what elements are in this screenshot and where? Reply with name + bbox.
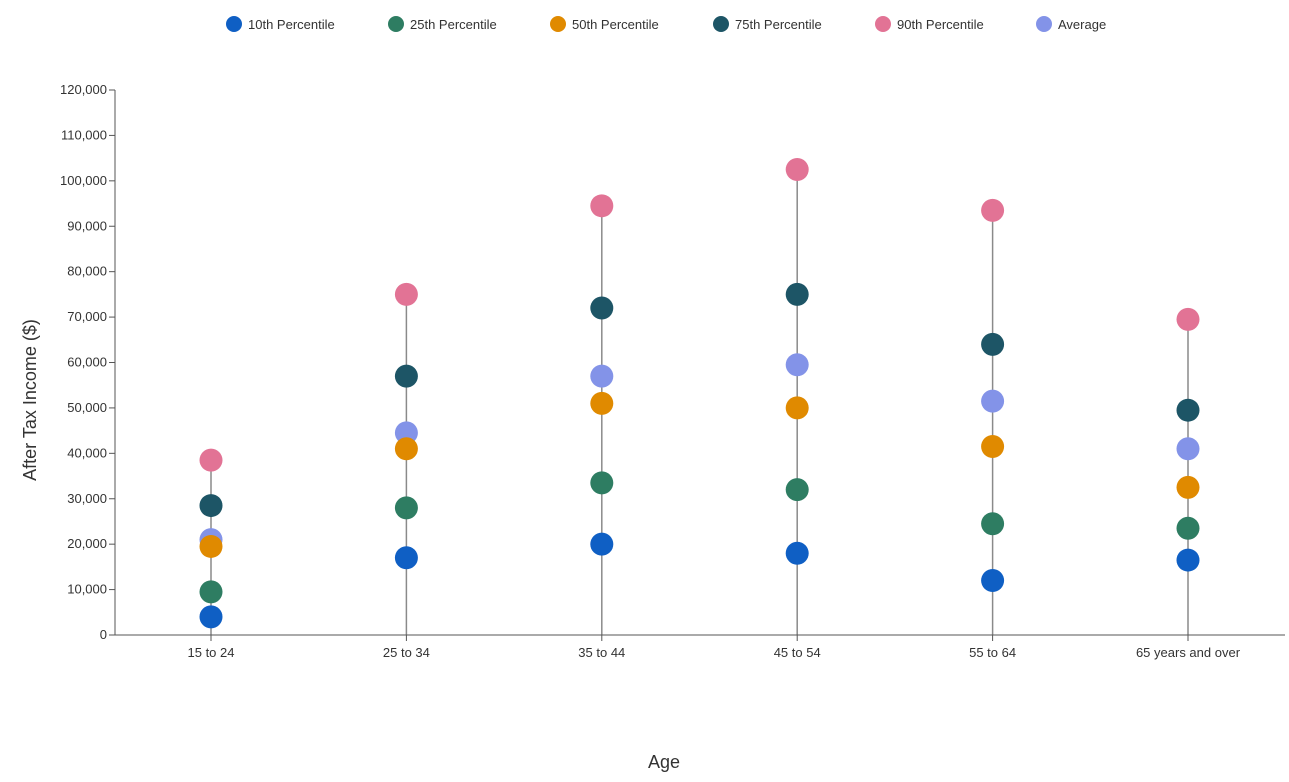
data-point <box>1176 437 1200 461</box>
x-axis: 15 to 24 25 to 34 35 to 44 45 to 54 55 to 64… <box>115 634 1285 660</box>
data-point <box>394 364 418 388</box>
y-tick-label: 90,000 <box>67 218 107 233</box>
legend-marker <box>875 16 891 32</box>
y-tick-label: 70,000 <box>67 309 107 324</box>
data-point <box>199 448 223 472</box>
x-tick-label: 55 to 64 <box>969 645 1016 660</box>
data-point <box>981 198 1005 222</box>
data-point <box>394 282 418 306</box>
range-stems <box>210 169 1189 635</box>
legend-label: Average <box>1058 17 1106 32</box>
y-tick-label: 50,000 <box>67 400 107 415</box>
data-point <box>590 364 614 388</box>
legend-label: 75th Percentile <box>735 17 822 32</box>
data-point <box>785 541 809 565</box>
y-tick-label: 40,000 <box>67 445 107 460</box>
x-tick-label: 65 years and over <box>1136 645 1241 660</box>
data-point <box>981 389 1005 413</box>
data-point <box>394 421 418 445</box>
y-tick-label: 20,000 <box>67 536 107 551</box>
data-point <box>1176 307 1200 331</box>
y-tick-label: 0 <box>100 627 107 642</box>
y-tick-label: 30,000 <box>67 491 107 506</box>
y-axis: 0 10,000 20,000 30,000 40,000 50,000 60,000 70,… <box>60 82 116 642</box>
x-tick-label: 35 to 44 <box>578 645 625 660</box>
data-point <box>981 332 1005 356</box>
x-tick-label: 25 to 34 <box>383 645 430 660</box>
data-point <box>590 296 614 320</box>
data-point <box>785 353 809 377</box>
data-point <box>199 534 223 558</box>
data-point <box>394 496 418 520</box>
data-point <box>394 546 418 570</box>
x-tick-label: 15 to 24 <box>188 645 235 660</box>
data-point <box>1176 548 1200 572</box>
data-point <box>981 569 1005 592</box>
y-tick-label: 80,000 <box>67 264 107 279</box>
data-point <box>199 494 223 518</box>
data-point <box>199 605 223 629</box>
y-tick-label: 110,000 <box>61 127 107 142</box>
chart-legend: 10th Percentile 25th Percentile 50th Perce… <box>226 16 1106 32</box>
legend-marker <box>713 16 729 32</box>
data-point <box>981 435 1005 459</box>
legend-label: 90th Percentile <box>897 17 984 32</box>
data-point <box>199 580 223 604</box>
x-tick-label: 45 to 54 <box>774 645 821 660</box>
legend-marker <box>1036 16 1052 32</box>
y-axis-title: After Tax Income ($) <box>20 319 40 481</box>
legend-marker <box>550 16 566 32</box>
data-points <box>199 157 1200 629</box>
data-point <box>785 157 809 181</box>
data-point <box>590 532 614 556</box>
data-point <box>1176 475 1200 499</box>
legend-marker <box>226 16 242 32</box>
y-tick-label: 60,000 <box>67 355 107 370</box>
x-axis-title: Age <box>648 752 680 772</box>
y-tick-label: 10,000 <box>67 582 107 597</box>
legend-label: 50th Percentile <box>572 17 659 32</box>
y-tick-label: 120,000 <box>60 82 107 97</box>
legend-label: 10th Percentile <box>248 17 335 32</box>
data-point <box>785 478 809 502</box>
data-point <box>1176 516 1200 540</box>
data-point <box>981 512 1005 536</box>
data-point <box>1176 398 1200 422</box>
data-point <box>785 396 809 420</box>
y-tick-label: 100,000 <box>60 173 107 188</box>
data-point <box>590 391 614 415</box>
legend-label: 25th Percentile <box>410 17 497 32</box>
data-point <box>785 282 809 306</box>
data-point <box>590 471 614 495</box>
data-point <box>394 437 418 461</box>
data-point <box>590 194 614 218</box>
legend-marker <box>388 16 404 32</box>
